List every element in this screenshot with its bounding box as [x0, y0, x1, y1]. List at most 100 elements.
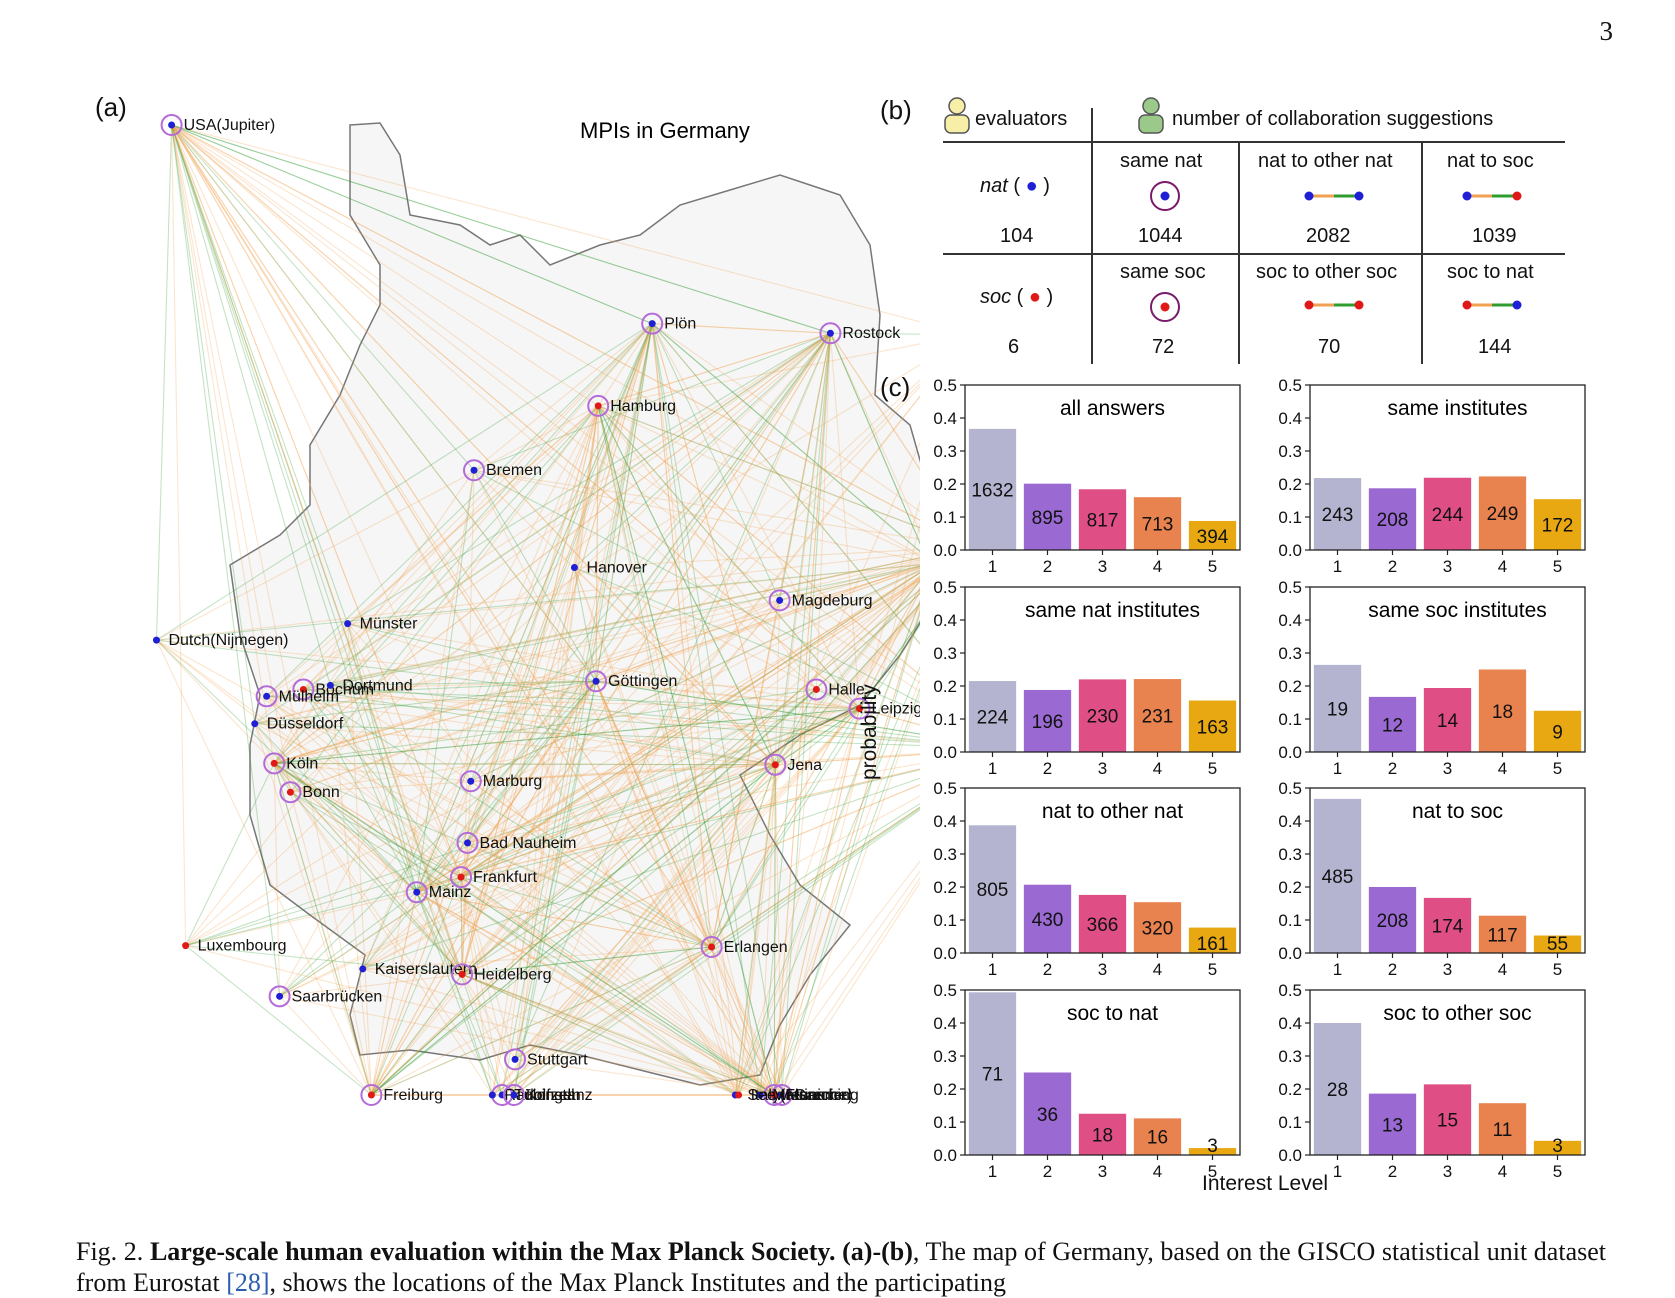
y-tick-label: 0.5 — [933, 981, 957, 1000]
y-tick-label: 0.2 — [933, 475, 957, 494]
y-tick-label: 0.4 — [1278, 409, 1302, 428]
cell-soc-other-soc-value: 70 — [1318, 336, 1340, 359]
x-tick-label: 3 — [1443, 557, 1452, 576]
bar-value-label: 18 — [1092, 1125, 1113, 1146]
y-tick-label: 0.4 — [933, 409, 957, 428]
x-tick-label: 2 — [1388, 759, 1397, 778]
city-label: Stuttgart — [527, 1051, 588, 1068]
nat-soc-link-icon — [1462, 190, 1522, 202]
chart-title: all answers — [1060, 397, 1165, 420]
y-tick-label: 0.1 — [1278, 710, 1302, 729]
cell-same-soc-value: 72 — [1152, 336, 1174, 359]
bar-value-label: 172 — [1542, 516, 1574, 537]
bar-value-label: 71 — [982, 1065, 1003, 1086]
bar-value-label: 19 — [1327, 699, 1348, 720]
city-label: USA(Jupiter) — [184, 117, 276, 134]
x-tick-label: 1 — [1333, 759, 1342, 778]
bar-value-label: 430 — [1032, 910, 1064, 931]
city-label: Magdeburg — [792, 592, 873, 609]
y-tick-label: 0.0 — [933, 541, 957, 560]
city-label: Hanover — [586, 560, 647, 577]
chart-title: nat to soc — [1412, 800, 1503, 823]
y-tick-label: 0.0 — [933, 743, 957, 762]
same-soc-ring-icon — [1148, 290, 1182, 324]
x-tick-label: 4 — [1498, 1162, 1507, 1181]
bar-value-label: 249 — [1487, 504, 1519, 525]
y-tick-label: 0.1 — [933, 1113, 957, 1132]
x-tick-label: 5 — [1553, 759, 1562, 778]
y-tick-label: 0.3 — [1278, 442, 1302, 461]
institute-dot — [344, 620, 351, 627]
institute-dot — [571, 564, 578, 571]
y-tick-label: 0.5 — [933, 779, 957, 798]
institute-marker[interactable]: USA(Jupiter) — [162, 115, 276, 135]
y-tick-label: 0.4 — [933, 812, 957, 831]
x-tick-label: 2 — [1043, 960, 1052, 979]
y-axis-label: probability — [858, 684, 882, 780]
city-label: Freiburg — [383, 1087, 443, 1104]
table-rule-middle — [943, 253, 1565, 255]
institute-dot — [827, 330, 834, 337]
y-tick-label: 0.1 — [933, 710, 957, 729]
y-tick-label: 0.2 — [1278, 1080, 1302, 1099]
cell-soc-to-nat-value: 144 — [1478, 336, 1511, 359]
bar-value-label: 196 — [1032, 712, 1064, 733]
y-tick-label: 0.0 — [933, 944, 957, 963]
city-label: Köln — [286, 755, 318, 772]
y-tick-label: 0.5 — [1278, 981, 1302, 1000]
row-nat-label: nat ( ● ) — [980, 175, 1050, 198]
institute-marker[interactable]: Dutch(Nijmegen) — [153, 632, 289, 649]
institute-dot — [464, 839, 471, 846]
y-tick-label: 0.5 — [1278, 376, 1302, 395]
institute-dot — [287, 789, 294, 796]
x-tick-label: 5 — [1553, 557, 1562, 576]
bar-value-label: 13 — [1382, 1115, 1403, 1136]
y-tick-label: 0.1 — [933, 911, 957, 930]
institute-dot — [708, 944, 715, 951]
city-label: Göttingen — [608, 673, 677, 690]
institute-marker[interactable]: Italy(Florence) — [735, 1087, 853, 1104]
cell-same-nat-label: same nat — [1120, 150, 1202, 173]
x-tick-label: 5 — [1208, 960, 1217, 979]
bar-value-label: 28 — [1327, 1080, 1348, 1101]
soc-soc-link-icon — [1304, 299, 1364, 311]
city-label: Bremen — [486, 462, 542, 479]
cell-same-nat-value: 1044 — [1138, 225, 1183, 248]
y-tick-label: 0.5 — [1278, 578, 1302, 597]
bar-value-label: 11 — [1493, 1120, 1513, 1141]
figure-caption: Fig. 2. Large-scale human evaluation wit… — [76, 1236, 1606, 1298]
y-tick-label: 0.0 — [1278, 944, 1302, 963]
institute-marker[interactable]: Luxembourg — [182, 938, 286, 955]
x-tick-label: 3 — [1443, 1162, 1452, 1181]
city-label: Mülheim — [279, 688, 339, 705]
collaboration-link — [774, 765, 775, 1095]
x-tick-label: 4 — [1153, 759, 1162, 778]
institute-dot — [593, 678, 600, 685]
city-label: Erlangen — [724, 939, 788, 956]
y-tick-label: 0.3 — [1278, 1047, 1302, 1066]
table-divider-2 — [1238, 141, 1240, 364]
bar-value-label: 55 — [1547, 934, 1568, 955]
caption-reference-link[interactable]: [28] — [226, 1268, 269, 1297]
y-tick-label: 0.1 — [1278, 508, 1302, 527]
x-tick-label: 4 — [1153, 1162, 1162, 1181]
institute-dot — [368, 1092, 375, 1099]
institute-dot — [182, 942, 189, 949]
x-tick-label: 1 — [1333, 1162, 1342, 1181]
institute-dot — [271, 760, 278, 767]
institute-dot — [735, 1092, 742, 1099]
evaluators-header: evaluators — [975, 108, 1067, 131]
x-tick-label: 5 — [1208, 1162, 1217, 1181]
city-label: Plön — [664, 316, 696, 333]
institute-marker[interactable]: Saarbrücken — [270, 986, 383, 1006]
institute-dot — [649, 320, 656, 327]
bar-value-label: 15 — [1437, 1111, 1458, 1132]
x-tick-label: 2 — [1043, 759, 1052, 778]
cell-nat-to-soc-label: nat to soc — [1447, 150, 1534, 173]
x-tick-label: 4 — [1498, 759, 1507, 778]
y-tick-label: 0.3 — [1278, 845, 1302, 864]
x-tick-label: 2 — [1043, 557, 1052, 576]
y-tick-label: 0.1 — [933, 508, 957, 527]
bar-value-label: 18 — [1492, 702, 1513, 723]
